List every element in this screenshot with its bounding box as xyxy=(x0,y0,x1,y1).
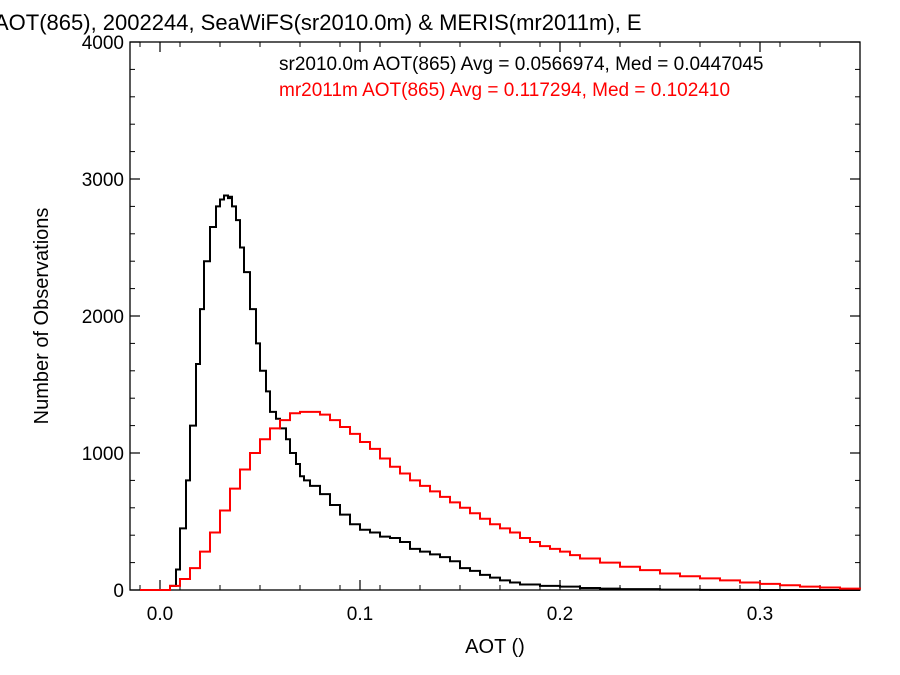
y-tick-label: 3000 xyxy=(82,170,124,191)
plot-frame xyxy=(129,41,861,591)
series-line-1 xyxy=(140,194,860,591)
x-tick-label: 0.2 xyxy=(547,604,573,625)
x-axis-label: AOT () xyxy=(465,636,525,658)
plot-border xyxy=(129,41,861,591)
y-tick-label: 4000 xyxy=(82,33,124,54)
series-line-2 xyxy=(140,410,861,591)
axis-ticks: 0.0 0.1 0.2 0.3 0 1000 2000 3000 4000 xyxy=(82,33,861,625)
x-tick-label: 0.0 xyxy=(147,604,173,625)
x-tick-label: 0.1 xyxy=(347,604,373,625)
legend-entry-1: sr2010.0m AOT(865) Avg = 0.0566974, Med … xyxy=(279,54,764,75)
legend: sr2010.0m AOT(865) Avg = 0.0566974, Med … xyxy=(279,54,764,101)
x-tick-label: 0.3 xyxy=(747,604,773,625)
chart-title: AOT(865), 2002244, SeaWiFS(sr2010.0m) & … xyxy=(0,10,642,35)
y-tick-label: 2000 xyxy=(82,307,124,328)
legend-entry-2: mr2011m AOT(865) Avg = 0.117294, Med = 0… xyxy=(279,80,730,101)
y-tick-label: 1000 xyxy=(82,444,124,465)
y-axis-label: Number of Observations xyxy=(31,208,53,425)
series-layer xyxy=(140,194,861,591)
y-tick-label: 0 xyxy=(113,581,124,602)
